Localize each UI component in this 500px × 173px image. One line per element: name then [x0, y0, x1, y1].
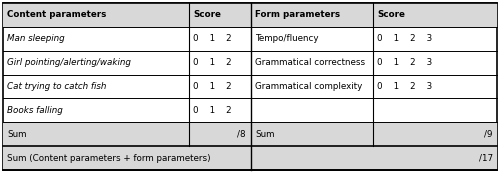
Text: 0    1    2: 0 1 2 [193, 58, 232, 67]
Bar [3, 3, 497, 27]
Text: Score: Score [377, 10, 405, 19]
Text: Man sleeping: Man sleeping [7, 34, 64, 43]
Bar [3, 122, 497, 146]
Bar [3, 146, 497, 170]
Text: /9: /9 [484, 130, 493, 139]
Text: Sum: Sum [7, 130, 26, 139]
Text: /17: /17 [479, 154, 493, 163]
Text: Form parameters: Form parameters [255, 10, 340, 19]
Text: Grammatical complexity: Grammatical complexity [255, 82, 362, 91]
Text: Girl pointing/alerting/waking: Girl pointing/alerting/waking [7, 58, 131, 67]
Text: 0    1    2    3: 0 1 2 3 [377, 58, 432, 67]
Text: /8: /8 [238, 130, 246, 139]
Text: 0    1    2    3: 0 1 2 3 [377, 82, 432, 91]
Text: 0    1    2: 0 1 2 [193, 34, 232, 43]
Text: Score: Score [193, 10, 221, 19]
Text: Sum: Sum [255, 130, 274, 139]
Text: Sum (Content parameters + form parameters): Sum (Content parameters + form parameter… [7, 154, 210, 163]
Text: Cat trying to catch fish: Cat trying to catch fish [7, 82, 106, 91]
Text: Content parameters: Content parameters [7, 10, 106, 19]
Text: 0    1    2    3: 0 1 2 3 [377, 34, 432, 43]
Text: 0    1    2: 0 1 2 [193, 106, 232, 115]
Text: 0    1    2: 0 1 2 [193, 82, 232, 91]
Text: Tempo/fluency: Tempo/fluency [255, 34, 318, 43]
Text: Books falling: Books falling [7, 106, 63, 115]
Text: Grammatical correctness: Grammatical correctness [255, 58, 365, 67]
